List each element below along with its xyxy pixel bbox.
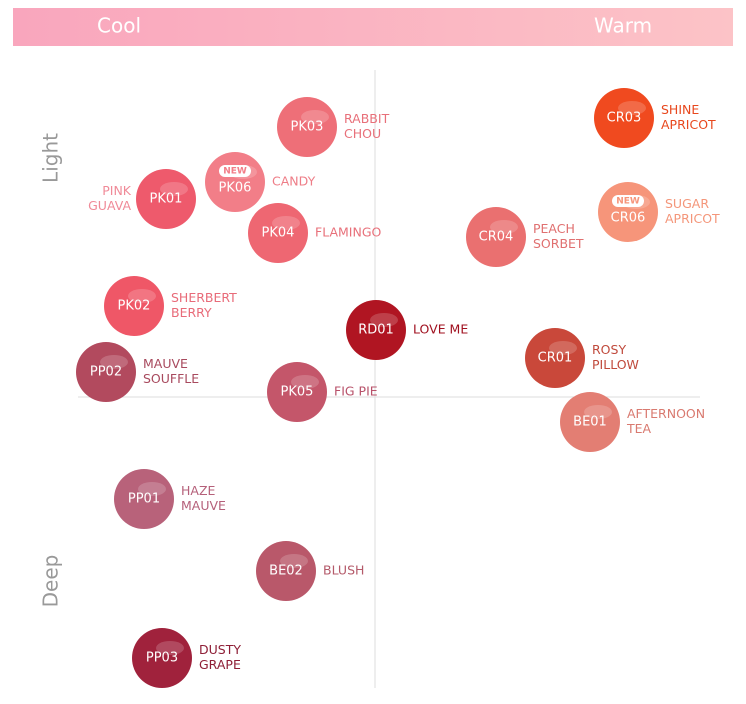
badge-bg xyxy=(219,165,251,177)
swatch-name: TEA xyxy=(626,421,652,436)
swatch-name: PILLOW xyxy=(592,357,639,372)
swatch xyxy=(132,628,192,688)
header-right: Warm xyxy=(594,14,652,38)
swatch-name: SORBET xyxy=(533,236,584,251)
swatch-code: PP01 xyxy=(128,492,160,507)
swatch xyxy=(466,207,526,267)
swatch-shine xyxy=(301,110,329,124)
swatch-shine xyxy=(128,289,156,303)
swatch-shine xyxy=(370,313,398,327)
swatch-name: MAUVE xyxy=(181,498,226,513)
swatch xyxy=(256,541,316,601)
badge-bg xyxy=(612,195,644,207)
swatch-code: PP02 xyxy=(90,365,122,380)
swatch-name: CHOU xyxy=(344,126,381,141)
swatch-code: BE01 xyxy=(573,415,607,430)
swatch-shine xyxy=(549,341,577,355)
swatch xyxy=(267,362,327,422)
swatch xyxy=(560,392,620,452)
swatch xyxy=(598,182,658,242)
swatch-shine xyxy=(138,482,166,496)
swatch-name: CANDY xyxy=(272,174,316,189)
swatch-name: BERRY xyxy=(171,305,212,320)
swatch xyxy=(104,276,164,336)
swatch-shine xyxy=(280,554,308,568)
swatch xyxy=(205,152,265,212)
axis-bottom: Deep xyxy=(39,555,63,608)
swatch xyxy=(277,97,337,157)
swatch-name: SUGAR xyxy=(665,196,709,211)
swatch-code: PK05 xyxy=(281,385,314,400)
swatch xyxy=(346,300,406,360)
swatch-name: FLAMINGO xyxy=(315,225,382,240)
swatch-shine xyxy=(618,101,646,115)
swatch-code: PK02 xyxy=(118,299,151,314)
swatch-code: CR01 xyxy=(538,351,573,366)
swatch xyxy=(248,203,308,263)
swatch-shine xyxy=(490,220,518,234)
swatch-shine xyxy=(160,182,188,196)
swatch-name: GUAVA xyxy=(88,198,131,213)
swatch-code: PK06 xyxy=(219,181,252,196)
swatch-code: PP03 xyxy=(146,651,178,666)
swatch-name: MAUVE xyxy=(143,356,188,371)
swatch xyxy=(525,328,585,388)
badge: NEW xyxy=(223,167,247,177)
header-bar xyxy=(13,8,733,46)
swatch-name: APRICOT xyxy=(665,211,720,226)
swatch-code: CR03 xyxy=(607,111,642,126)
swatch-name: HAZE xyxy=(181,483,216,498)
swatch-name: ROSY xyxy=(592,342,626,357)
swatch-code: PK03 xyxy=(291,120,324,135)
swatch-code: CR04 xyxy=(479,230,514,245)
swatch xyxy=(76,342,136,402)
swatch-shine xyxy=(584,405,612,419)
swatch xyxy=(594,88,654,148)
swatch-shine xyxy=(291,375,319,389)
swatch xyxy=(136,169,196,229)
swatch-name: SOUFFLE xyxy=(143,371,199,386)
swatch-name: LOVE ME xyxy=(413,322,468,337)
swatch-code: RD01 xyxy=(358,323,394,338)
swatch-name: BLUSH xyxy=(323,563,364,578)
swatch-code: BE02 xyxy=(269,564,303,579)
swatch-name: AFTERNOON xyxy=(627,406,705,421)
swatch xyxy=(114,469,174,529)
swatch-name: SHINE xyxy=(661,102,699,117)
swatch-name: RABBIT xyxy=(344,111,390,126)
swatch-name: DUSTY xyxy=(199,642,241,657)
swatch-name: FIG PIE xyxy=(334,384,378,399)
swatch-code: PK01 xyxy=(150,192,183,207)
swatch-shine xyxy=(100,355,128,369)
swatch-code: PK04 xyxy=(262,226,295,241)
swatch-shine xyxy=(156,641,184,655)
swatch-code: CR06 xyxy=(611,211,646,226)
swatch-name: GRAPE xyxy=(199,657,241,672)
header-left: Cool xyxy=(97,14,141,38)
swatch-name: APRICOT xyxy=(661,117,716,132)
swatch-name: PEACH xyxy=(533,221,575,236)
swatch-name: PINK xyxy=(102,183,132,198)
swatch-shine xyxy=(272,216,300,230)
badge: NEW xyxy=(616,197,640,207)
axis-top: Light xyxy=(39,133,63,183)
swatch-name: SHERBERT xyxy=(171,290,237,305)
